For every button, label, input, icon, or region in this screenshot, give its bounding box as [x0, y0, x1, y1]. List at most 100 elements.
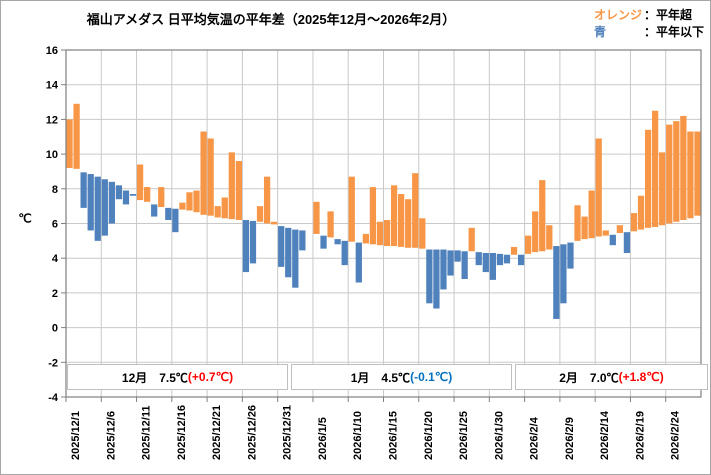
bar-2026/2/16: [609, 234, 616, 246]
month-summary-anomaly: (-0.1℃): [410, 370, 453, 384]
bar-2026/1/29: [482, 252, 489, 273]
bar-2026/2/27: [687, 131, 694, 219]
y-axis-unit: ℃: [18, 211, 31, 225]
y-tick-label: 10: [46, 149, 58, 161]
bar-2026/2/2: [510, 246, 518, 255]
x-tick-label: 2025/12/31: [282, 405, 294, 460]
bar-2025/12/16: [172, 208, 179, 233]
bar-2025/12/8: [115, 185, 123, 200]
bar-2025/12/26: [242, 220, 250, 273]
bar-2026/2/22: [652, 110, 659, 227]
bar-2025/12/13: [151, 204, 158, 217]
bar-2026/1/3: [299, 230, 306, 251]
bar-2025/12/29: [263, 176, 271, 224]
bar-2025/12/24: [228, 152, 235, 220]
y-tick-label: 2: [52, 288, 58, 300]
bar-2026/1/26: [461, 251, 468, 280]
bar-2026/1/2: [292, 229, 299, 288]
bar-2025/12/21: [207, 138, 214, 216]
bar-2025/12/22: [214, 206, 221, 218]
bar-2026/2/23: [659, 152, 666, 226]
bar-2026/1/15: [383, 220, 391, 247]
bar-2026/1/25: [454, 250, 461, 262]
bar-2026/1/18: [405, 199, 412, 248]
plot-frame: [65, 49, 702, 398]
legend-row-below: 青 ：平年以下: [594, 24, 704, 41]
bar-2026/1/17: [398, 194, 405, 247]
legend-key-below: 青: [593, 25, 606, 39]
bar-2026/1/19: [412, 173, 419, 248]
x-tick-label: 2025/12/1: [70, 411, 82, 460]
bar-2026/2/28: [694, 131, 701, 216]
bar-2026/1/23: [440, 249, 447, 290]
bar-2026/2/13: [588, 190, 595, 239]
bar-2026/2/26: [680, 115, 687, 221]
bar-2025/12/19: [193, 190, 200, 213]
y-tick-label: 8: [52, 184, 58, 196]
bar-2026/2/12: [581, 216, 588, 240]
bar-2025/12/6: [101, 179, 108, 236]
bar-2025/12/27: [249, 220, 257, 264]
bar-2025/12/12: [144, 187, 151, 202]
bar-2026/2/17: [616, 225, 623, 234]
x-tick-label: 2025/12/16: [176, 405, 188, 460]
bar-2026/1/7: [327, 211, 334, 238]
bar-2026/1/20: [419, 218, 426, 249]
bar-2026/2/1: [503, 254, 511, 264]
month-summary-december: 12月 7.5℃ (+0.7℃): [67, 364, 288, 390]
x-tick-label: 2026/1/5: [317, 417, 329, 460]
bar-2026/1/10: [348, 176, 355, 242]
x-tick-label: 2025/12/6: [105, 411, 117, 460]
bar-2025/12/30: [271, 221, 278, 225]
bar-2025/12/20: [200, 131, 207, 215]
bar-2025/12/11: [136, 164, 144, 201]
bar-2026/2/18: [623, 232, 631, 253]
bar-2026/1/9: [341, 240, 348, 266]
bar-2026/2/14: [595, 138, 602, 237]
bar-2026/1/16: [390, 185, 398, 247]
bar-2026/2/8: [553, 246, 560, 319]
y-tick-label: -4: [48, 392, 59, 404]
bar-2026/1/8: [334, 239, 341, 245]
legend: オレンジ ：平年超 青 ：平年以下: [594, 7, 704, 41]
y-tick-label: 12: [46, 114, 58, 126]
month-summary-anomaly: (+0.7℃): [187, 370, 234, 384]
bar-2026/2/21: [644, 129, 652, 228]
legend-desc-below: ：平年以下: [643, 25, 704, 39]
x-tick-label: 2026/2/9: [564, 417, 576, 460]
bar-2026/1/21: [426, 249, 433, 304]
month-summary-january: 1月 4.5℃ (-0.1℃): [291, 364, 512, 390]
bar-2026/2/10: [567, 242, 574, 269]
bar-2026/1/28: [475, 252, 482, 266]
month-summary-label: 2月 7.0℃: [559, 370, 619, 385]
x-tick-label: 2026/1/15: [388, 411, 400, 460]
bar-2026/2/7: [546, 225, 553, 250]
legend-row-above: オレンジ ：平年超: [594, 7, 704, 24]
bar-2025/12/23: [221, 197, 228, 219]
x-tick-label: 2026/2/19: [634, 411, 646, 460]
bar-2026/2/3: [517, 254, 525, 266]
y-tick-label: 14: [46, 80, 59, 92]
bar-2025/12/25: [235, 161, 242, 221]
month-summary-february: 2月 7.0℃ (+1.8℃): [515, 364, 708, 390]
bar-2026/1/22: [433, 249, 440, 309]
bar-2025/12/5: [94, 176, 101, 241]
bar-2025/12/31: [278, 226, 285, 267]
y-tick-label: 16: [46, 45, 58, 57]
x-tick-label: 2026/1/30: [493, 411, 505, 460]
legend-key-above: オレンジ: [593, 8, 642, 22]
month-summary-anomaly: (+1.8℃): [618, 370, 664, 384]
bar-2026/1/11: [355, 242, 362, 283]
bar-2026/1/30: [489, 252, 496, 280]
bar-2025/12/17: [179, 202, 186, 210]
x-tick-label: 2025/12/26: [246, 405, 258, 460]
bar-2025/12/3: [80, 172, 87, 208]
bar-2025/12/10: [129, 194, 137, 196]
bar-2026/1/1: [285, 227, 292, 278]
bar-2025/12/2: [73, 103, 80, 169]
y-tick-label: -2: [48, 357, 58, 369]
x-tick-label: 2026/1/10: [352, 411, 364, 460]
bar-2026/1/13: [369, 187, 377, 245]
